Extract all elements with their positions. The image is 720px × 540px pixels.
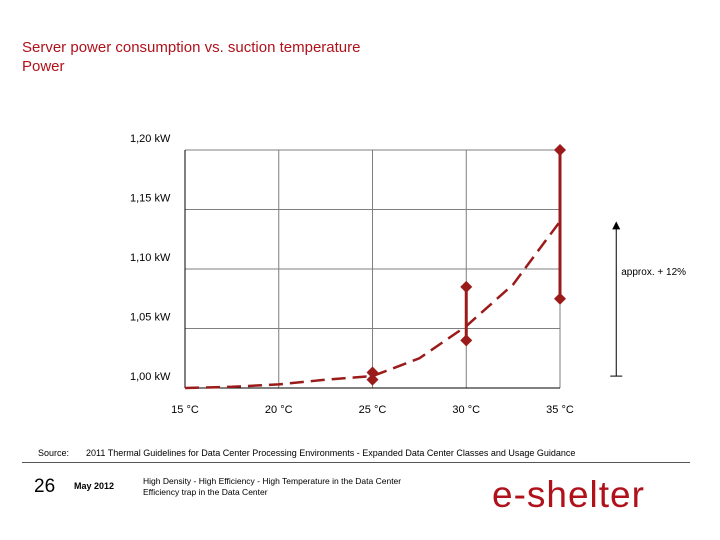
error-bar-marker (460, 334, 473, 347)
y-tick-label: 1,20 kW (130, 133, 171, 145)
x-tick-label: 20 °C (265, 404, 293, 416)
annotation-arrowhead (612, 221, 621, 230)
footer-line-2: Efficiency trap in the Data Center (143, 487, 268, 497)
x-tick-label: 30 °C (452, 404, 480, 416)
footer-divider (22, 462, 690, 463)
y-tick-label: 1,15 kW (130, 193, 171, 205)
error-bar-marker (366, 366, 379, 379)
source-label: Source: (38, 448, 70, 458)
x-tick-label: 25 °C (359, 404, 387, 416)
error-bar-marker (554, 144, 566, 156)
error-bar-marker (366, 373, 379, 386)
page-number: 26 (34, 476, 56, 497)
slide-title: Server power consumption vs. suction tem… (22, 38, 361, 76)
source-text: 2011 Thermal Guidelines for Data Center … (86, 448, 576, 458)
series-line (184, 220, 562, 390)
title-line-2: Power (22, 58, 65, 75)
power-chart: 1,00 kW 1,05 kW 1,10 kW 1,15 kW 1,20 kW 15 °C… (130, 133, 686, 416)
x-tick-label: 15 °C (171, 404, 199, 416)
error-bar-marker (554, 292, 566, 305)
error-bar-marker (460, 280, 473, 293)
x-tick-label: 35 °C (546, 404, 574, 416)
logo-wordmark: e-shelter (492, 474, 645, 514)
y-tick-label: 1,00 kW (130, 371, 171, 383)
footer-line-1: High Density - High Efficiency - High Te… (143, 476, 402, 486)
y-tick-label: 1,10 kW (130, 252, 171, 264)
y-tick-label: 1,05 kW (130, 312, 171, 324)
footer-date: May 2012 (74, 481, 115, 491)
footer-text: High Density - High Efficiency - High Te… (143, 476, 401, 498)
annotation-label: approx. + 12% (621, 267, 686, 278)
title-line-1: Server power consumption vs. suction tem… (22, 39, 361, 56)
e-shelter-logo: e-shelter (492, 474, 645, 514)
